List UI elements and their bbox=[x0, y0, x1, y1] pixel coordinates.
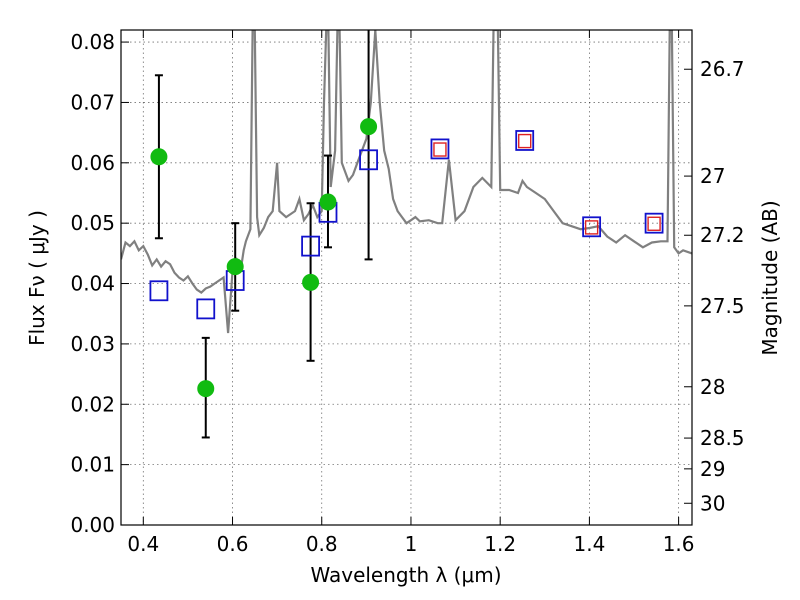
spectrum-line bbox=[121, 30, 692, 334]
y-tick-label: 0.07 bbox=[70, 90, 115, 114]
right-tick-label: 30 bbox=[700, 491, 725, 515]
y-axis-title: Flux Fν ( μJy ) bbox=[25, 210, 49, 346]
model-square bbox=[582, 216, 602, 238]
model-ir-square bbox=[647, 216, 661, 231]
y-tick-label: 0.04 bbox=[70, 272, 115, 296]
right-tick-label: 27.2 bbox=[700, 223, 745, 247]
x-tick-label: 0.4 bbox=[127, 532, 159, 556]
observed-point bbox=[197, 380, 215, 398]
right-tick-label: 26.7 bbox=[700, 57, 745, 81]
right-tick-label: 29 bbox=[700, 457, 725, 481]
x-axis-title: Wavelength λ (μm) bbox=[310, 563, 501, 587]
right-tick-label: 27.5 bbox=[700, 294, 745, 318]
model-square bbox=[430, 138, 450, 160]
y-axis-right-title: Magnitude (AB) bbox=[758, 200, 782, 355]
model-ir-square bbox=[518, 133, 532, 149]
model-ir-square bbox=[433, 142, 447, 157]
observed-point bbox=[150, 148, 168, 166]
axis-ticks: 0.4 0.6 0.8 1 1.2 1.4 1.6 0.00 0.01 0.02 0.03 0.04 0… bbox=[70, 30, 745, 556]
right-tick-label: 28 bbox=[700, 375, 725, 399]
x-tick-label: 0.8 bbox=[306, 532, 338, 556]
model-square bbox=[149, 280, 169, 302]
model-square bbox=[196, 298, 216, 320]
plot-frame bbox=[120, 29, 693, 526]
model-square bbox=[515, 130, 535, 151]
model-ir-square bbox=[584, 220, 599, 235]
x-tick-label: 1.6 bbox=[663, 532, 695, 556]
y-tick-label: 0.02 bbox=[70, 392, 115, 416]
x-tick-label: 0.6 bbox=[217, 532, 249, 556]
model-square bbox=[644, 212, 664, 234]
y-tick-label: 0.06 bbox=[70, 151, 115, 175]
x-tick-label: 1.4 bbox=[573, 532, 605, 556]
x-tick-label: 1 bbox=[405, 532, 418, 556]
model-square bbox=[301, 235, 320, 257]
observed-point bbox=[302, 273, 320, 291]
y-tick-label: 0.03 bbox=[70, 332, 115, 356]
model-square bbox=[359, 149, 378, 171]
right-tick-label: 27 bbox=[700, 164, 725, 188]
y-tick-label: 0.01 bbox=[70, 453, 115, 477]
y-tick-label: 0.00 bbox=[70, 513, 115, 537]
right-tick-label: 28.5 bbox=[700, 426, 745, 450]
y-tick-label: 0.08 bbox=[70, 30, 115, 54]
x-tick-label: 1.2 bbox=[484, 532, 516, 556]
y-tick-label: 0.05 bbox=[70, 211, 115, 235]
model-spectrum bbox=[121, 30, 692, 334]
data-markers bbox=[149, 118, 664, 398]
observed-point bbox=[319, 193, 337, 211]
observed-point bbox=[360, 118, 378, 136]
observed-point bbox=[226, 258, 244, 276]
